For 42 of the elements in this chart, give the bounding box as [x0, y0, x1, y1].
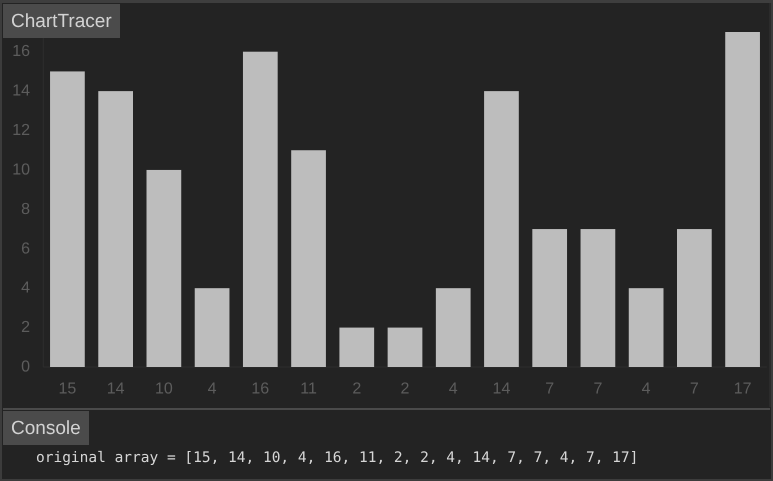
y-tick-label: 8: [21, 200, 30, 218]
bar: [98, 91, 133, 367]
y-tick-label: 2: [21, 319, 30, 336]
x-tick-label: 16: [251, 380, 270, 398]
y-tick-label: 14: [12, 82, 30, 100]
y-tick-label: 4: [21, 280, 30, 297]
x-tick-label: 17: [734, 380, 752, 398]
y-tick-label: 6: [21, 240, 30, 258]
y-tick-label: 10: [12, 161, 30, 178]
bar: [532, 229, 568, 367]
x-tick-label: 14: [106, 380, 125, 398]
x-tick-label: 11: [300, 380, 317, 398]
bar: [628, 288, 664, 367]
x-tick-label: 4: [642, 380, 651, 398]
x-tick-label: 7: [690, 380, 699, 398]
bar: [291, 150, 326, 367]
bar: [677, 229, 712, 367]
x-tick-label: 14: [492, 380, 510, 398]
y-tick-label: 12: [12, 122, 30, 140]
bar: [436, 288, 471, 367]
x-tick-label: 15: [58, 380, 76, 398]
bar: [242, 52, 278, 367]
y-tick-label: 0: [21, 358, 30, 376]
x-tick-label: 10: [154, 380, 173, 398]
x-tick-label: 4: [208, 380, 217, 398]
y-tick-label: 16: [12, 43, 30, 60]
x-tick-label: 4: [448, 380, 458, 398]
x-tick-label: 7: [593, 380, 602, 398]
bar: [484, 91, 519, 367]
bar: [388, 328, 422, 367]
bar: [194, 288, 230, 367]
text: Console: [11, 418, 81, 439]
x-tick-label: 2: [352, 380, 362, 398]
text: original array = [15, 14, 10, 4, 16, 11, 2, 2, 4, 14, 7, 7, 4, 7, 17]: [36, 450, 638, 466]
bar: [146, 170, 182, 367]
x-tick-label: 2: [400, 380, 410, 398]
bar: [339, 328, 374, 367]
bar: [50, 71, 85, 367]
x-tick-label: 7: [545, 380, 554, 398]
bar: [725, 32, 760, 367]
chart-title: ChartTracer: [11, 11, 112, 32]
bar: [580, 229, 616, 367]
